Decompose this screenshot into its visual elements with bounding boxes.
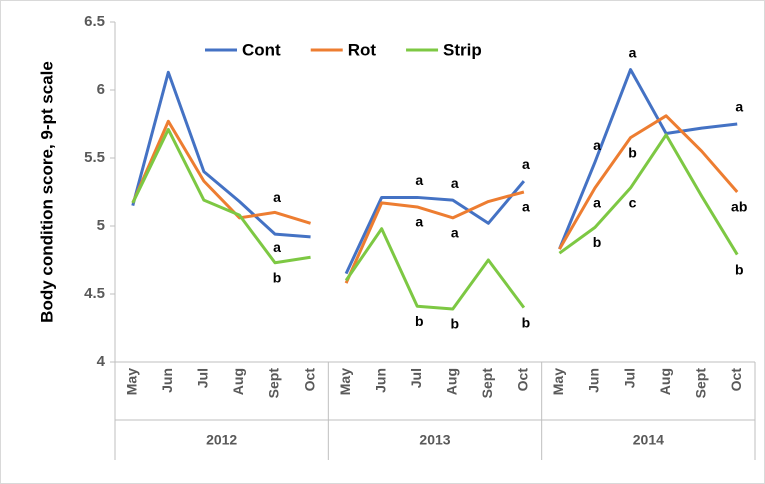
- significance-letter: ab: [731, 199, 747, 215]
- x-tick-label: Jun: [586, 368, 602, 393]
- significance-letter: a: [522, 199, 530, 215]
- x-tick-label: Oct: [301, 368, 317, 392]
- group-label: 2012: [206, 432, 237, 448]
- x-tick-label: Aug: [443, 368, 459, 395]
- significance-letter: a: [451, 175, 459, 191]
- significance-letter: b: [273, 269, 282, 285]
- x-tick-label: Sept: [692, 368, 708, 399]
- group-label: 2014: [633, 432, 664, 448]
- series-line: [131, 119, 311, 225]
- series-line: [558, 133, 739, 256]
- y-tick-label: 5.5: [84, 149, 105, 166]
- series-line: [344, 190, 525, 284]
- x-tick-label: Oct: [728, 368, 744, 392]
- series-line: [344, 227, 526, 311]
- significance-letter: b: [735, 261, 744, 277]
- y-tick-label: 4.5: [84, 285, 105, 302]
- y-tick-label: 4: [97, 353, 106, 370]
- significance-letter: a: [735, 99, 743, 115]
- y-axis-title: Body condition score, 9-pt scale: [37, 61, 56, 323]
- legend-label: Cont: [242, 40, 281, 59]
- x-tick-label: Jul: [621, 368, 637, 388]
- significance-letter: c: [629, 195, 637, 211]
- x-tick-label: Jun: [159, 368, 175, 393]
- series-line: [131, 70, 311, 239]
- y-tick-label: 6: [97, 81, 105, 98]
- significance-letter: a: [415, 214, 423, 230]
- legend-label: Rot: [348, 40, 377, 59]
- x-tick-label: Jun: [372, 368, 388, 393]
- significance-letter: a: [593, 195, 601, 211]
- significance-letter: a: [629, 44, 637, 60]
- x-tick-label: Aug: [230, 368, 246, 395]
- significance-letter: b: [450, 316, 459, 332]
- x-tick-label: May: [337, 368, 353, 395]
- x-tick-label: Jul: [195, 368, 211, 388]
- x-tick-label: Oct: [515, 368, 531, 392]
- series-line: [558, 114, 739, 250]
- series-line: [131, 127, 311, 265]
- significance-letter: b: [415, 313, 424, 329]
- significance-letter: a: [593, 137, 601, 153]
- group-label: 2013: [419, 432, 450, 448]
- series-line: [344, 180, 526, 275]
- x-tick-label: Aug: [657, 368, 673, 395]
- significance-letter: b: [628, 144, 637, 160]
- significance-letter: a: [522, 156, 530, 172]
- series-line: [558, 68, 738, 250]
- x-tick-label: May: [550, 368, 566, 395]
- significance-letter: a: [273, 239, 281, 255]
- y-tick-label: 5: [97, 217, 105, 234]
- x-tick-label: May: [123, 368, 139, 395]
- x-tick-label: Sept: [479, 368, 495, 399]
- significance-letter: a: [451, 225, 459, 241]
- significance-letter: a: [415, 172, 423, 188]
- significance-letter: b: [593, 234, 602, 250]
- y-tick-label: 6.5: [84, 13, 105, 30]
- legend-label: Strip: [443, 40, 482, 59]
- significance-letter: b: [522, 314, 531, 330]
- x-tick-label: Sept: [266, 368, 282, 399]
- significance-letter: a: [273, 189, 281, 205]
- x-tick-label: Jul: [408, 368, 424, 388]
